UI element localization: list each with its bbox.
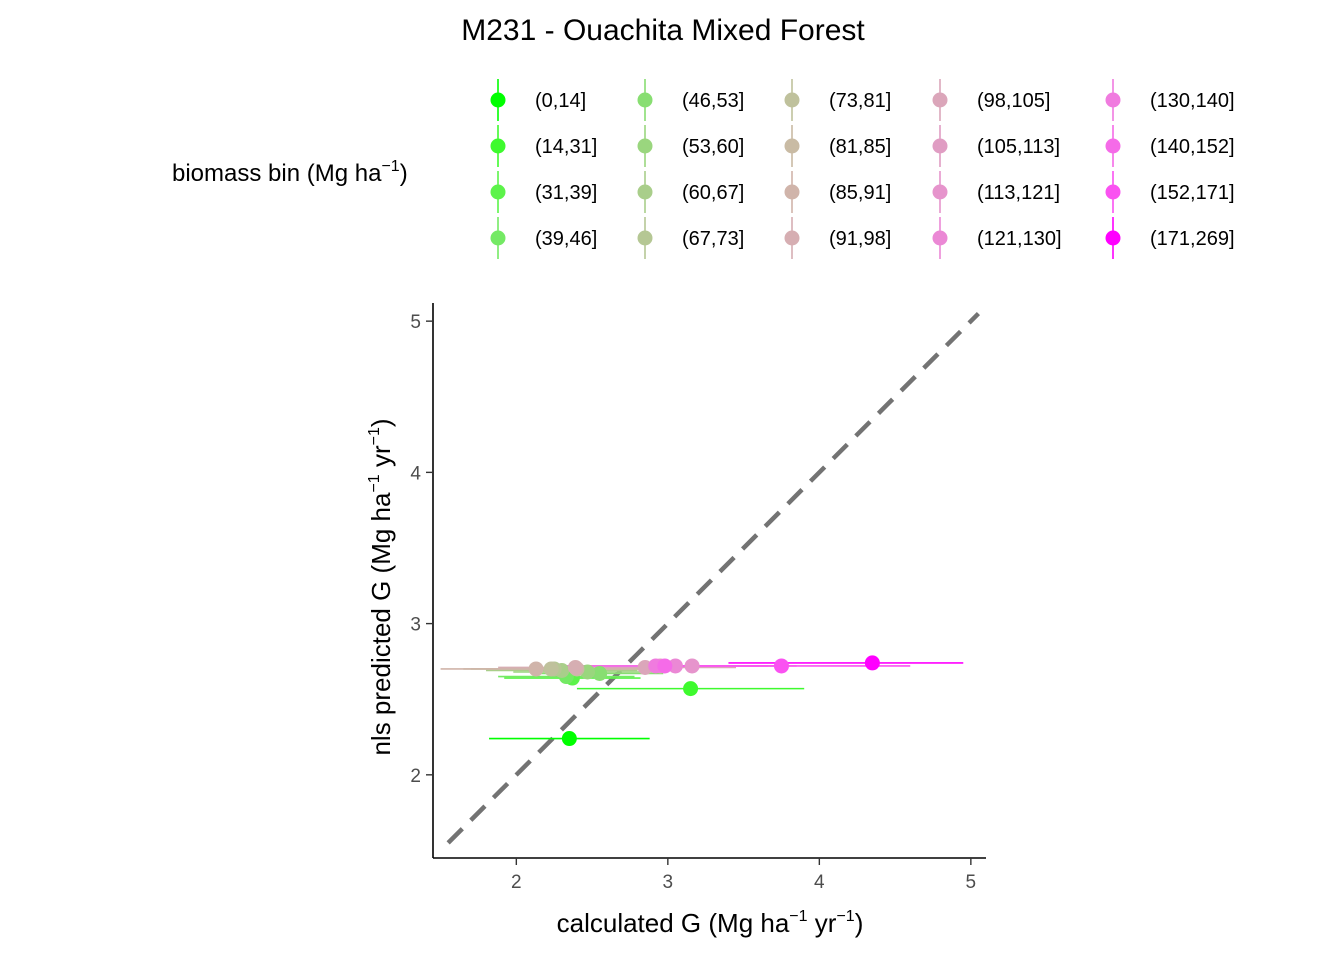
legend-label: (171,269] <box>1150 228 1235 250</box>
data-point <box>864 655 880 671</box>
data-point <box>773 658 789 674</box>
data-point <box>543 661 559 677</box>
y-axis-title: nls predicted G (Mg ha−1 yr−1) <box>366 418 396 755</box>
legend-key-point <box>1105 92 1121 108</box>
legend-label: (140,152] <box>1150 136 1235 158</box>
reference-line <box>446 311 981 845</box>
legend-label: (85,91] <box>829 182 891 204</box>
legend-label: (39,46] <box>535 228 597 250</box>
legend-label: (152,171] <box>1150 182 1235 204</box>
legend-key-point <box>932 184 948 200</box>
legend-label: (73,81] <box>829 90 891 112</box>
y-tick-label: 3 <box>410 615 421 636</box>
legend: (0,14] (14,31] (31,39] (39,46] (46,53] (53,60… <box>490 79 1235 259</box>
data-point <box>684 658 700 674</box>
legend-key-point <box>490 92 506 108</box>
legend-key-point <box>1105 184 1121 200</box>
x-axis-title: calculated G (Mg ha−1 yr−1) <box>557 908 864 938</box>
legend-label: (53,60] <box>682 136 744 158</box>
legend-key-point <box>932 230 948 246</box>
legend-key-point <box>637 230 653 246</box>
legend-label: (121,130] <box>977 228 1062 250</box>
legend-key-point <box>1105 230 1121 246</box>
legend-key-point <box>784 138 800 154</box>
data-point <box>567 659 583 675</box>
data-point <box>667 658 683 674</box>
legend-key-point <box>637 138 653 154</box>
data-point <box>528 661 544 677</box>
data-point <box>657 658 673 674</box>
chart-title: M231 - Ouachita Mixed Forest <box>461 14 865 47</box>
data-point <box>683 681 699 697</box>
legend-key-point <box>784 184 800 200</box>
legend-key-point <box>490 138 506 154</box>
legend-key-point <box>784 92 800 108</box>
x-tick-label: 3 <box>663 872 674 893</box>
legend-title: biomass bin (Mg ha−1) <box>172 158 408 187</box>
legend-label: (91,98] <box>829 228 891 250</box>
legend-key-point <box>490 184 506 200</box>
legend-label: (130,140] <box>1150 90 1235 112</box>
data-point <box>592 666 608 682</box>
legend-label: (105,113] <box>977 136 1060 158</box>
legend-label: (113,121] <box>977 182 1060 204</box>
legend-label: (46,53] <box>682 90 744 112</box>
x-tick-label: 4 <box>814 872 825 893</box>
legend-key-point <box>637 92 653 108</box>
legend-key-point <box>1105 138 1121 154</box>
legend-key-point <box>784 230 800 246</box>
data-point <box>561 731 577 747</box>
x-tick-label: 2 <box>511 872 522 893</box>
legend-label: (81,85] <box>829 136 891 158</box>
legend-key-point <box>637 184 653 200</box>
legend-label: (60,67] <box>682 182 744 204</box>
plot-area: 2 3 4 5 2 3 4 5 <box>410 303 986 893</box>
legend-label: (0,14] <box>535 90 586 112</box>
legend-label: (98,105] <box>977 90 1050 112</box>
x-tick-label: 5 <box>966 872 977 893</box>
legend-key-point <box>490 230 506 246</box>
legend-label: (67,73] <box>682 228 744 250</box>
legend-label: (31,39] <box>535 182 597 204</box>
legend-label: (14,31] <box>535 136 597 158</box>
y-tick-label: 4 <box>410 463 421 484</box>
legend-key-point <box>932 138 948 154</box>
y-tick-label: 2 <box>410 766 421 787</box>
legend-key-point <box>932 92 948 108</box>
y-tick-label: 5 <box>410 312 421 333</box>
